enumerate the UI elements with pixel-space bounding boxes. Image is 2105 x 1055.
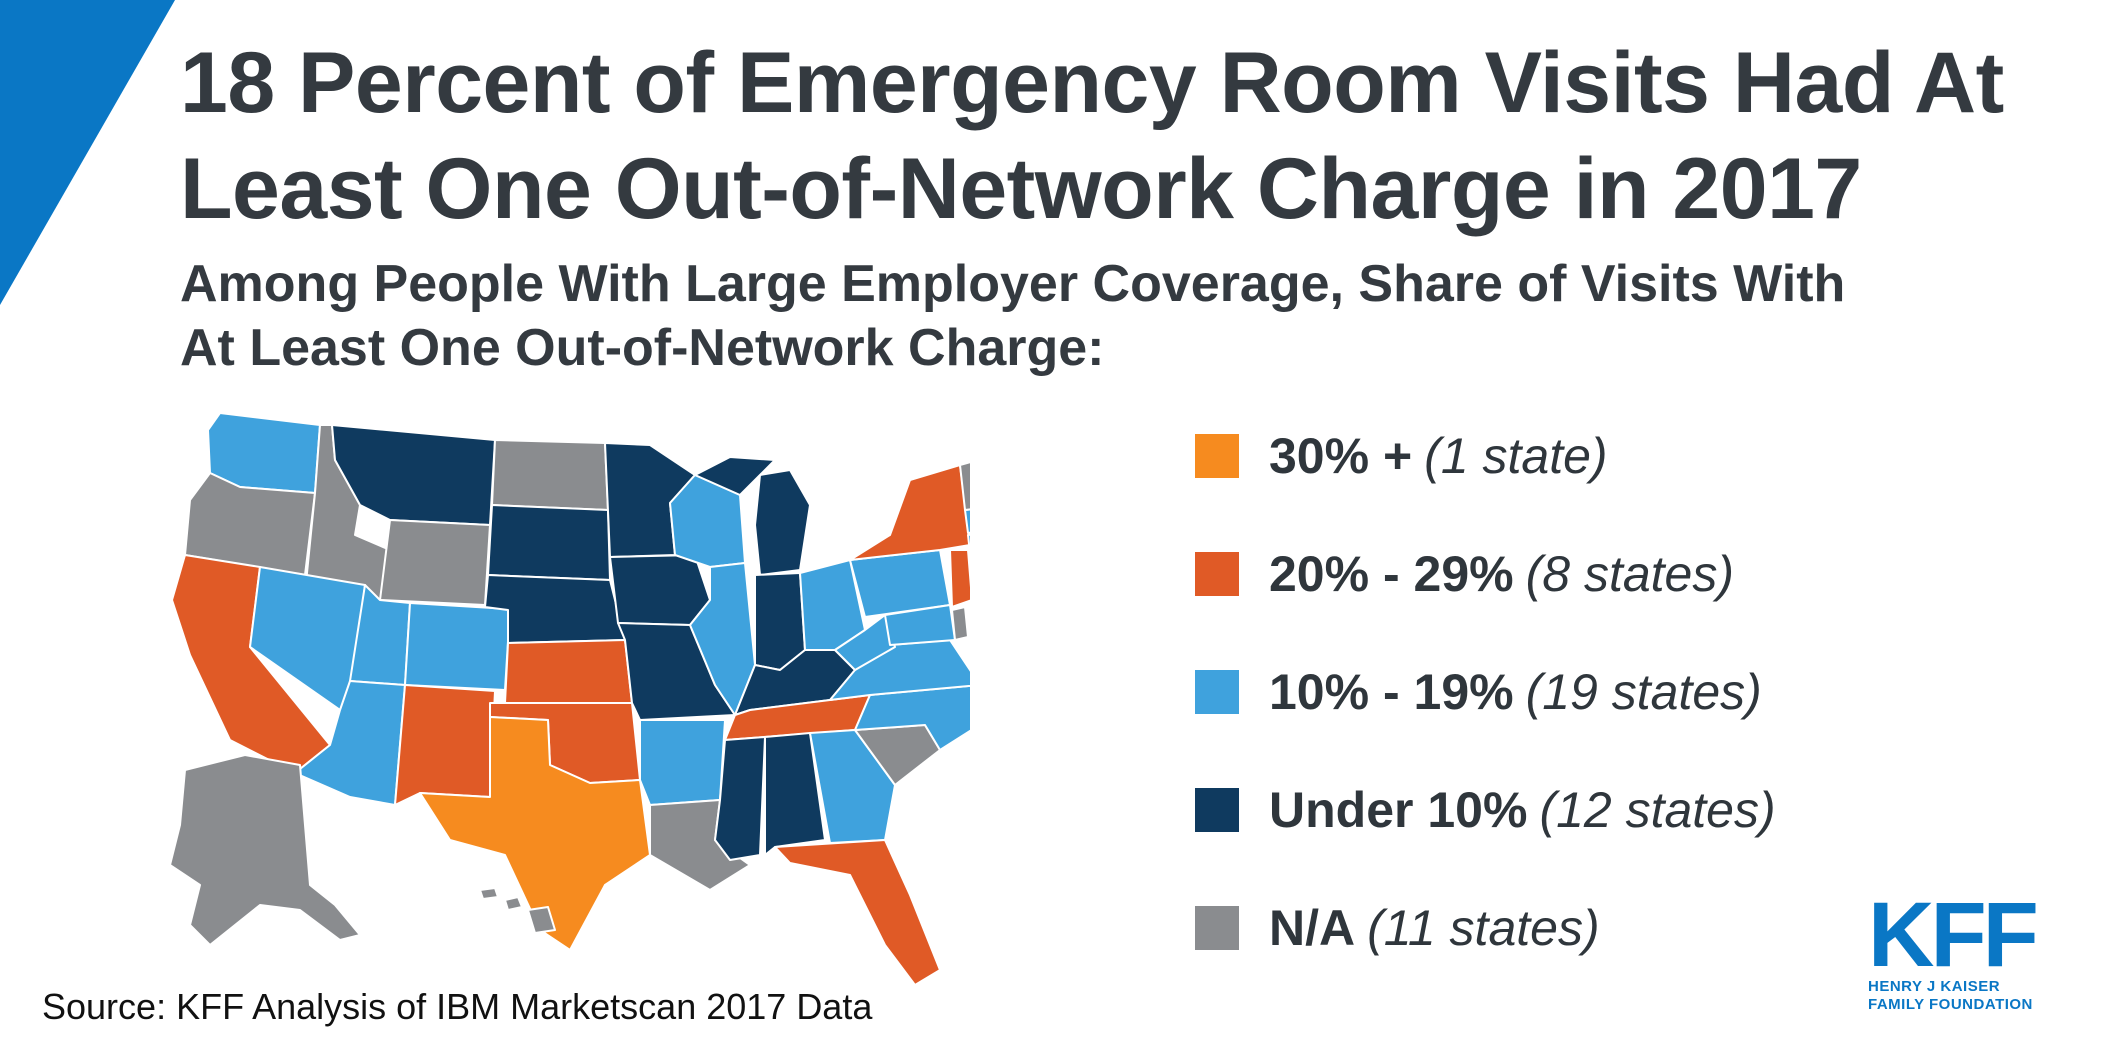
state-ga: [809, 729, 896, 844]
state-ks: [504, 639, 633, 704]
legend-swatch-30-plus: [1195, 434, 1239, 478]
state-ma: [964, 508, 970, 534]
map-legend: 30% + (1 state) 20% - 29% (8 states) 10%…: [1195, 425, 1776, 1015]
title-line-1: 18 Percent of Emergency Room Visits Had …: [180, 35, 2004, 131]
legend-item-na: N/A (11 states): [1195, 897, 1776, 959]
subtitle-line-2: At Least One Out-of-Network Charge:: [180, 319, 1105, 377]
legend-label: 10% - 19%: [1269, 664, 1514, 720]
state-vt: [959, 461, 970, 511]
page-subtitle: Among People With Large Employer Coverag…: [180, 252, 2030, 380]
state-ia: [609, 554, 711, 626]
legend-item-20-29: 20% - 29% (8 states): [1195, 543, 1776, 605]
state-de: [951, 606, 969, 641]
logo-mark: KFF: [1868, 884, 2039, 986]
subtitle-line-1: Among People With Large Employer Coverag…: [180, 255, 1846, 313]
legend-item-30-plus: 30% + (1 state): [1195, 425, 1776, 487]
state-nj: [949, 549, 970, 608]
legend-swatch-20-29: [1195, 552, 1239, 596]
state-wy: [379, 519, 491, 606]
legend-swatch-under-10: [1195, 788, 1239, 832]
us-state-map: [150, 385, 970, 985]
state-mi: [754, 469, 811, 576]
logo-line-1: HENRY J KAISER: [1868, 978, 2001, 995]
legend-swatch-na: [1195, 906, 1239, 950]
title-line-2: Least One Out-of-Network Charge in 2017: [180, 141, 1862, 237]
state-nd: [491, 439, 609, 511]
state-fl: [774, 839, 941, 985]
legend-note: (12 states): [1539, 782, 1776, 838]
legend-note: (19 states): [1525, 664, 1762, 720]
state-ak: [169, 754, 361, 946]
kff-logo: KFF HENRY J KAISER FAMILY FOUNDATION: [1868, 884, 2043, 1014]
us-map-svg: [169, 412, 970, 985]
corner-accent: [0, 0, 175, 305]
legend-note: (11 states): [1367, 900, 1600, 956]
legend-label: 30% +: [1269, 428, 1413, 484]
state-nm: [394, 684, 496, 806]
logo-line-2: FAMILY FOUNDATION: [1868, 996, 2033, 1013]
state-ar: [639, 719, 726, 806]
page-title: 18 Percent of Emergency Room Visits Had …: [180, 30, 2080, 242]
legend-label: 20% - 29%: [1269, 546, 1514, 602]
state-il: [689, 562, 756, 716]
legend-label: Under 10%: [1269, 782, 1528, 838]
legend-item-10-19: 10% - 19% (19 states): [1195, 661, 1776, 723]
state-co: [404, 602, 511, 691]
legend-note: (8 states): [1525, 546, 1734, 602]
legend-swatch-10-19: [1195, 670, 1239, 714]
source-note: Source: KFF Analysis of IBM Marketscan 2…: [42, 986, 873, 1027]
legend-item-under-10: Under 10% (12 states): [1195, 779, 1776, 841]
state-ny: [849, 464, 970, 561]
legend-note: (1 state): [1424, 428, 1608, 484]
state-sd: [487, 504, 611, 581]
state-hi: [479, 887, 556, 934]
state-al: [764, 732, 826, 856]
legend-label: N/A: [1269, 900, 1356, 956]
state-tx: [419, 716, 651, 951]
state-ct: [967, 533, 970, 554]
state-mi-up: [694, 456, 776, 496]
